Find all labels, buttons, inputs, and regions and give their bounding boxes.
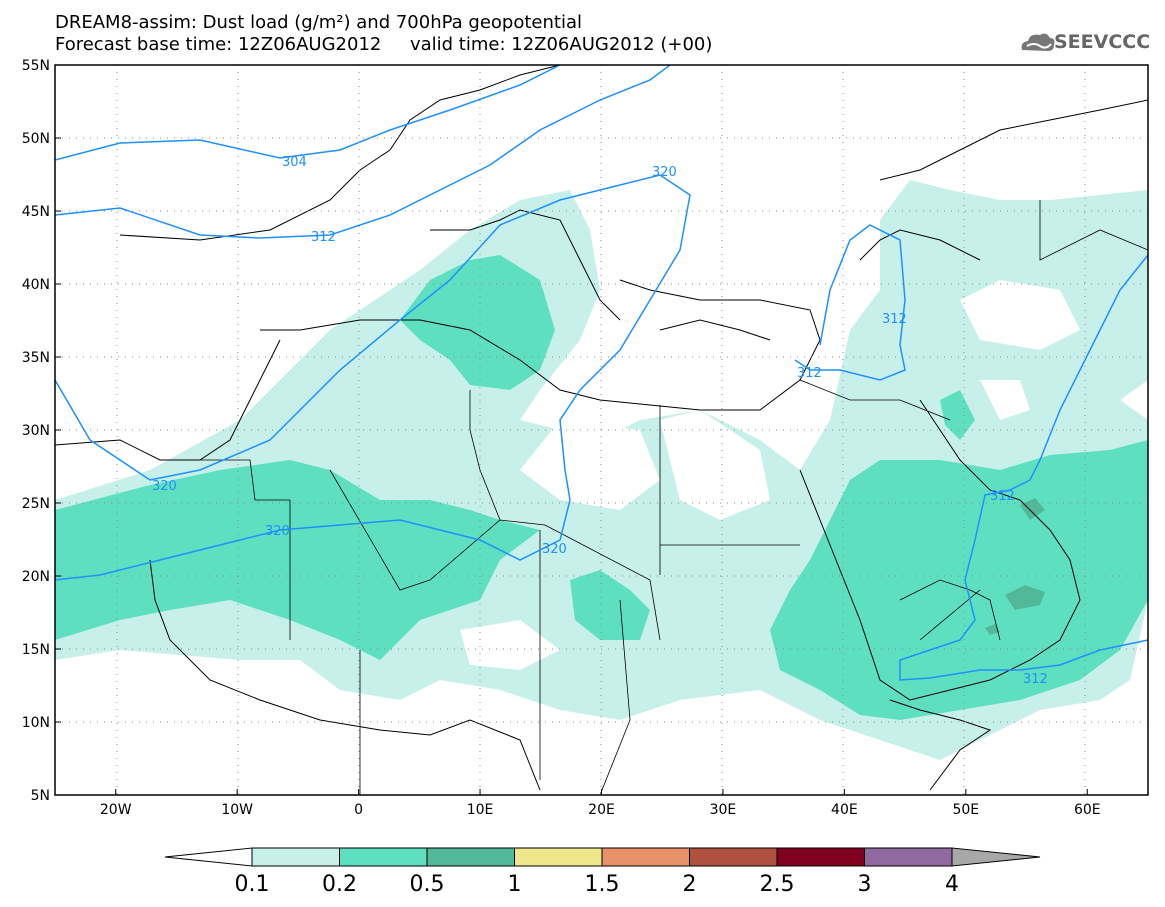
colorbar-level-label: 1.5: [584, 872, 620, 897]
map-subtitle: Forecast base time: 12Z06AUG2012 valid t…: [55, 34, 713, 55]
geopotential-contours: [55, 65, 1148, 681]
svg-text:312: 312: [311, 230, 336, 245]
svg-text:320: 320: [652, 165, 677, 180]
colorbar-segment: [339, 847, 428, 867]
longitude-label: 0: [354, 802, 363, 818]
colorbar-upper-extend: [951, 847, 1041, 867]
svg-text:312: 312: [990, 489, 1015, 504]
colorbar-segment: [864, 847, 953, 867]
longitude-label: 50E: [952, 802, 979, 818]
latitude-label: 30N: [22, 423, 50, 439]
latitude-label: 10N: [22, 715, 50, 731]
longitude-label: 30E: [710, 802, 737, 818]
colorbar-level-label: 0.5: [409, 872, 445, 897]
colorbar-level-label: 0.2: [322, 872, 357, 897]
colorbar-segment: [426, 847, 515, 867]
latitude-label: 45N: [22, 204, 50, 220]
latitude-label: 20N: [22, 569, 50, 585]
longitude-labels: 20W 10W 0 10E 20E 30E 40E 50E 60E: [100, 789, 1101, 818]
colorbar-segment: [601, 847, 690, 867]
svg-text:320: 320: [265, 524, 290, 539]
svg-text:312: 312: [882, 312, 907, 327]
longitude-label: 10W: [221, 802, 253, 818]
colorbar-level-label: 3: [857, 872, 872, 897]
colorbar-segment: [689, 847, 778, 867]
svg-text:312: 312: [797, 366, 822, 381]
longitude-label: 20W: [100, 802, 132, 818]
cloud-icon: [1021, 33, 1055, 51]
latitude-label: 40N: [22, 277, 50, 293]
colorbar-level-label: 2: [682, 872, 697, 897]
colorbar-level-label: 0.1: [234, 872, 270, 897]
coastlines: [55, 65, 1148, 791]
colorbar-level-label: 2.5: [759, 872, 795, 897]
latitude-label: 50N: [22, 131, 50, 147]
longitude-label: 60E: [1074, 802, 1101, 818]
colorbar-lower-extend: [164, 847, 253, 867]
svg-text:304: 304: [282, 155, 307, 170]
longitude-label: 20E: [588, 802, 615, 818]
svg-text:320: 320: [542, 542, 567, 557]
colorbar-level-label: 4: [945, 872, 959, 897]
latitude-label: 5N: [31, 788, 50, 804]
latitude-label: 55N: [22, 58, 50, 74]
map-title: DREAM8-assim: Dust load (g/m²) and 700hP…: [55, 12, 582, 33]
contour-labels: 304 312 320 312 312 320 320 320 312 312: [152, 155, 1048, 687]
longitude-label: 10E: [467, 802, 494, 818]
grid: [55, 65, 1148, 795]
dust-level-0.2: [55, 255, 1148, 720]
colorbar-segment: [776, 847, 865, 867]
svg-text:312: 312: [1023, 672, 1048, 687]
svg-text:320: 320: [152, 479, 177, 494]
logo-text: SEEVCCC: [1054, 31, 1151, 53]
colorbar: [164, 847, 1041, 867]
colorbar-segment: [514, 847, 603, 867]
colorbar-level-label: 1: [507, 872, 522, 897]
dust-level-0.5: [985, 498, 1045, 635]
latitude-label: 35N: [22, 350, 50, 366]
borders: [200, 200, 1148, 795]
latitude-label: 15N: [22, 642, 50, 658]
latitude-label: 25N: [22, 496, 50, 512]
colorbar-segment: [251, 847, 340, 867]
longitude-label: 40E: [831, 802, 858, 818]
latitude-labels: 55N 50N 45N 40N 35N 30N 25N 20N 15N 10N 5N: [22, 58, 61, 804]
